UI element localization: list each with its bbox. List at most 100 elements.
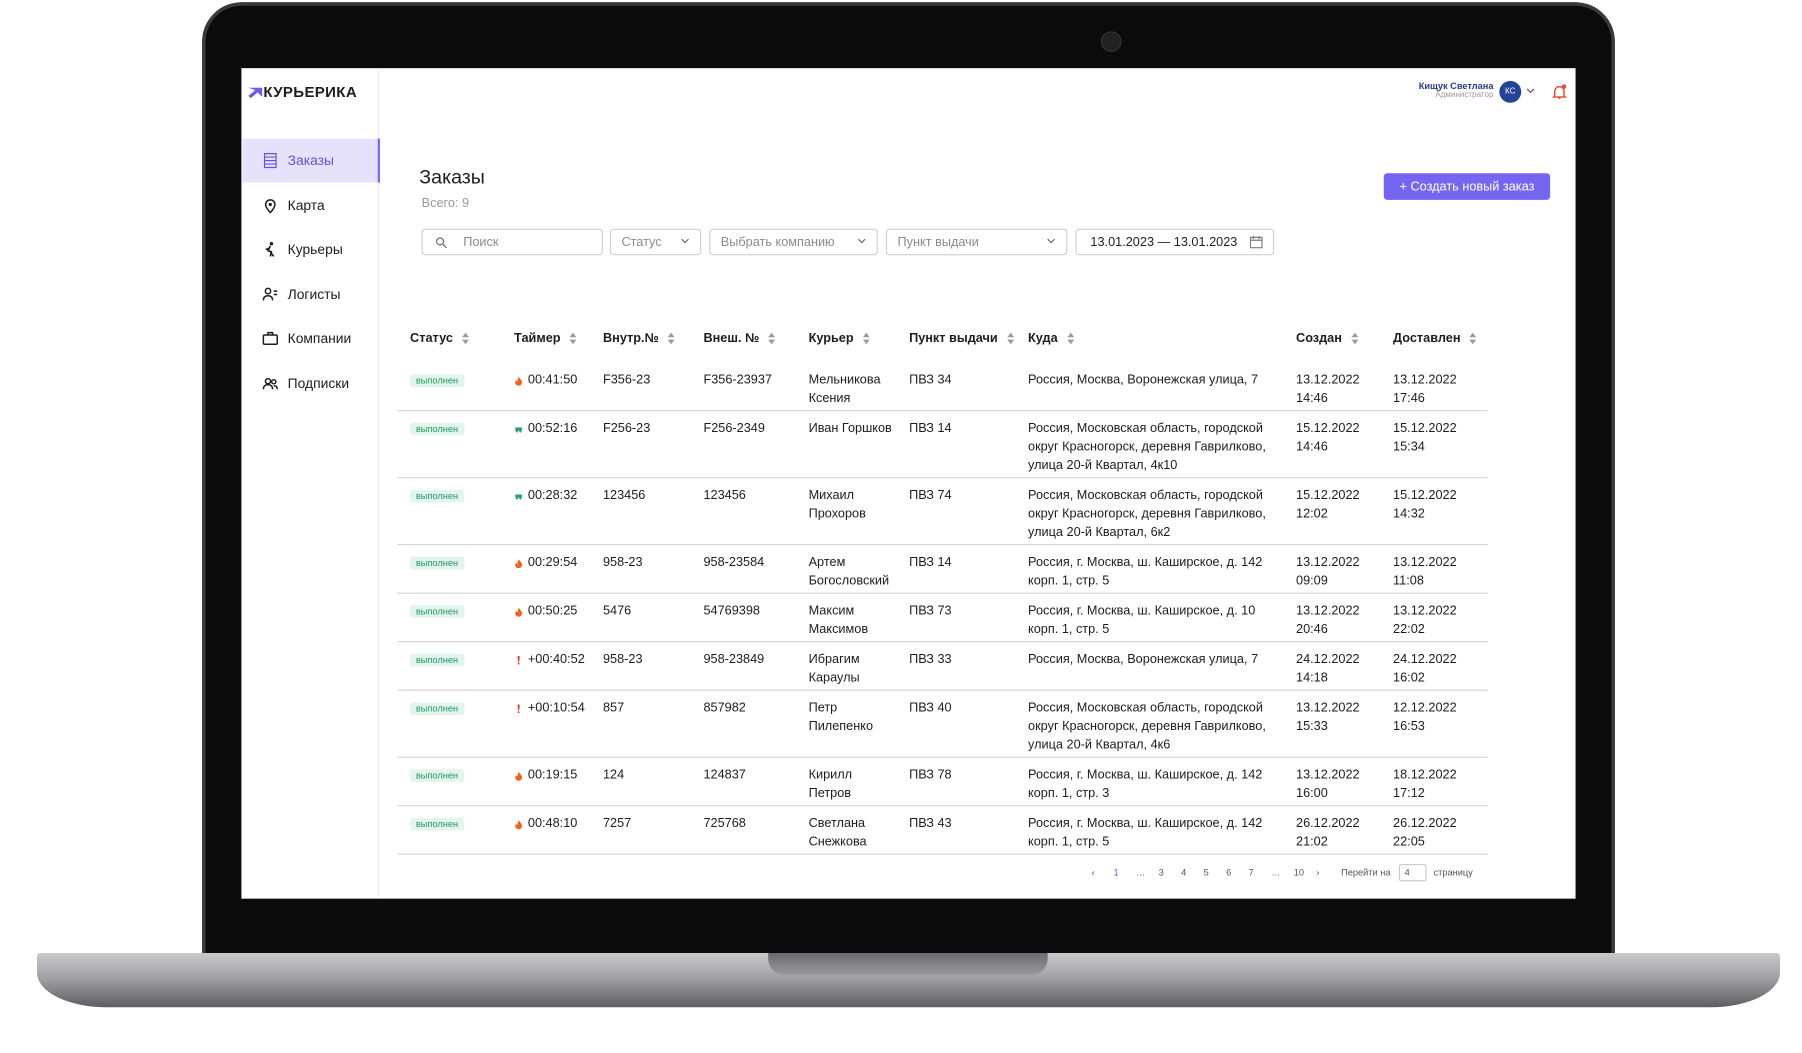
cell-outer: 958-23584 [703, 555, 765, 570]
cell-timer: 00:19:15 [514, 766, 601, 784]
cell-delivered: 13.12.2022 17:46 [1393, 373, 1457, 406]
nav-item[interactable]: Подписки [243, 361, 378, 405]
column-header[interactable]: Внеш. № [703, 332, 776, 345]
nav-label: Компании [287, 330, 352, 347]
nav-icon [262, 377, 278, 389]
column-header[interactable]: Статус [410, 332, 470, 345]
goto-label: Перейти на [1341, 867, 1391, 878]
create-order-button[interactable]: + Создать новый заказ [1383, 173, 1551, 200]
nav-label: Подписки [287, 374, 350, 392]
sort-icon[interactable] [768, 332, 776, 345]
table-row[interactable]: выполнен 00:19:15 124 124837 Кирилл Петров ПВ… [397, 758, 1488, 807]
cell-status: выполнен [410, 701, 502, 716]
timer-value: +00:40:52 [527, 652, 585, 667]
cell-timer: 00:29:54 [514, 553, 601, 571]
page-number[interactable]: 1 [1113, 867, 1119, 878]
table-row[interactable]: выполнен +00:40:52 958-23 958-23849 Ибрагим … [397, 642, 1488, 691]
cell-delivered: 24.12.2022 16:02 [1393, 652, 1457, 685]
nav-item[interactable]: Карта [243, 183, 378, 227]
table-row[interactable]: выполнен 00:50:25 5476 54769398 Максим Макси… [397, 594, 1488, 643]
status-badge: выполнен [410, 605, 464, 618]
prev-page[interactable]: ‹ [1091, 867, 1095, 878]
table-row[interactable]: выполнен 00:52:16 F256-23 F256-2349 Иван Гор… [397, 411, 1488, 479]
user-info[interactable]: Кищук Светлана Администратор [1350, 80, 1494, 99]
timer-icon [517, 655, 520, 664]
table-row[interactable]: выполнен 00:48:10 7257 725768 Светлана Снежк… [397, 806, 1488, 855]
page-number[interactable]: 4 [1181, 867, 1187, 878]
timer-icon [517, 704, 520, 713]
camera [1100, 31, 1122, 52]
column-header-label: Создан [1296, 331, 1342, 346]
search-input[interactable]: Поиск [421, 228, 603, 256]
timer-value: +00:10:54 [527, 701, 585, 716]
timer-icon [515, 375, 523, 386]
user-name: Кищук Светлана [1418, 80, 1494, 92]
column-header[interactable]: Создан [1296, 331, 1359, 346]
column-header-label: Курьер [808, 331, 854, 346]
sort-icon[interactable] [1351, 332, 1359, 345]
company-select[interactable]: Выбрать компанию [709, 228, 878, 256]
cell-to: Россия, Москва, Воронежская улица, 7 [1028, 652, 1259, 667]
point-select[interactable]: Пункт выдачи [885, 228, 1068, 256]
status-badge: выполнен [410, 702, 464, 716]
total-count: Всего: 9 [421, 196, 470, 211]
sort-icon[interactable] [569, 332, 577, 345]
logo[interactable]: КУРЬЕРИКА [247, 83, 357, 100]
avatar[interactable]: КС [1499, 80, 1522, 103]
page-number[interactable]: 3 [1158, 867, 1164, 878]
cell-timer: 00:28:32 [514, 486, 601, 504]
cell-created: 13.12.2022 15:33 [1296, 701, 1360, 734]
cell-courier: Петр Пилепенко [808, 701, 874, 734]
sort-icon[interactable] [862, 332, 870, 345]
nav-item[interactable]: Логисты [243, 272, 378, 316]
cell-to: Россия, Москва, Воронежская улица, 7 [1028, 373, 1259, 387]
status-badge: выполнен [410, 489, 464, 503]
table-row[interactable]: выполнен 00:28:32 123456 123456 Михаил Прохо… [397, 478, 1488, 546]
cell-inner: 857 [602, 701, 625, 716]
notification-bell[interactable] [1551, 83, 1567, 100]
page-number[interactable]: 10 [1293, 867, 1304, 878]
table-row[interactable]: выполнен 00:29:54 958-23 958-23584 Артем Бог… [397, 545, 1488, 594]
table-row[interactable]: выполнен +00:10:54 857 857982 Петр Пилепенко… [397, 691, 1488, 758]
column-header[interactable]: Курьер [808, 331, 870, 346]
sort-icon[interactable] [1006, 332, 1014, 345]
table-row[interactable]: выполнен 00:41:50 F356-23 F356-23937 Мельник… [397, 363, 1488, 412]
status-select[interactable]: Статус [609, 228, 702, 256]
sort-icon[interactable] [462, 332, 470, 345]
cell-status: выполнен [410, 556, 502, 571]
cell-timer: +00:40:52 [514, 650, 601, 668]
cell-timer: 00:52:16 [514, 419, 601, 437]
chevron [857, 238, 866, 244]
page-number[interactable]: … [1271, 867, 1281, 878]
brand-name: КУРЬЕРИКА [263, 83, 358, 101]
goto-input[interactable]: 4 [1398, 864, 1427, 882]
user-menu-chevron[interactable] [1526, 88, 1535, 95]
nav-item[interactable]: Курьеры [243, 228, 378, 272]
column-header[interactable]: Таймер [514, 332, 577, 345]
sort-icon[interactable] [1066, 332, 1074, 345]
cell-inner: 5476 [602, 604, 632, 618]
date-range[interactable]: 13.01.2023 — 13.01.2023 [1075, 228, 1275, 256]
sidebar [241, 68, 379, 899]
cell-outer: 123456 [703, 488, 746, 503]
sort-icon[interactable] [1469, 332, 1477, 345]
cell-delivered: 26.12.2022 22:05 [1393, 816, 1457, 849]
page-number[interactable]: 5 [1203, 867, 1209, 878]
timer-value: 00:50:25 [527, 604, 578, 618]
next-page[interactable]: › [1316, 867, 1320, 878]
nav-item[interactable]: Компании [243, 316, 378, 360]
column-header-label: Пункт выдачи [909, 331, 998, 346]
page-number[interactable]: 7 [1248, 867, 1254, 878]
page-number[interactable]: … [1136, 867, 1146, 878]
column-header[interactable]: Пункт выдачи [909, 331, 1014, 346]
column-header[interactable]: Доставлен [1393, 332, 1477, 345]
page-number[interactable]: 6 [1226, 867, 1232, 878]
timer-value: 00:19:15 [527, 768, 578, 783]
column-header[interactable]: Куда [1028, 332, 1074, 345]
cell-delivered: 13.12.2022 22:02 [1393, 604, 1457, 637]
cell-courier: Максим Максимов [808, 604, 869, 637]
cell-courier: Кирилл Петров [808, 768, 853, 801]
column-header[interactable]: Внутр.№ [603, 332, 675, 345]
nav-item[interactable]: Заказы [242, 138, 381, 183]
sort-icon[interactable] [667, 332, 675, 345]
